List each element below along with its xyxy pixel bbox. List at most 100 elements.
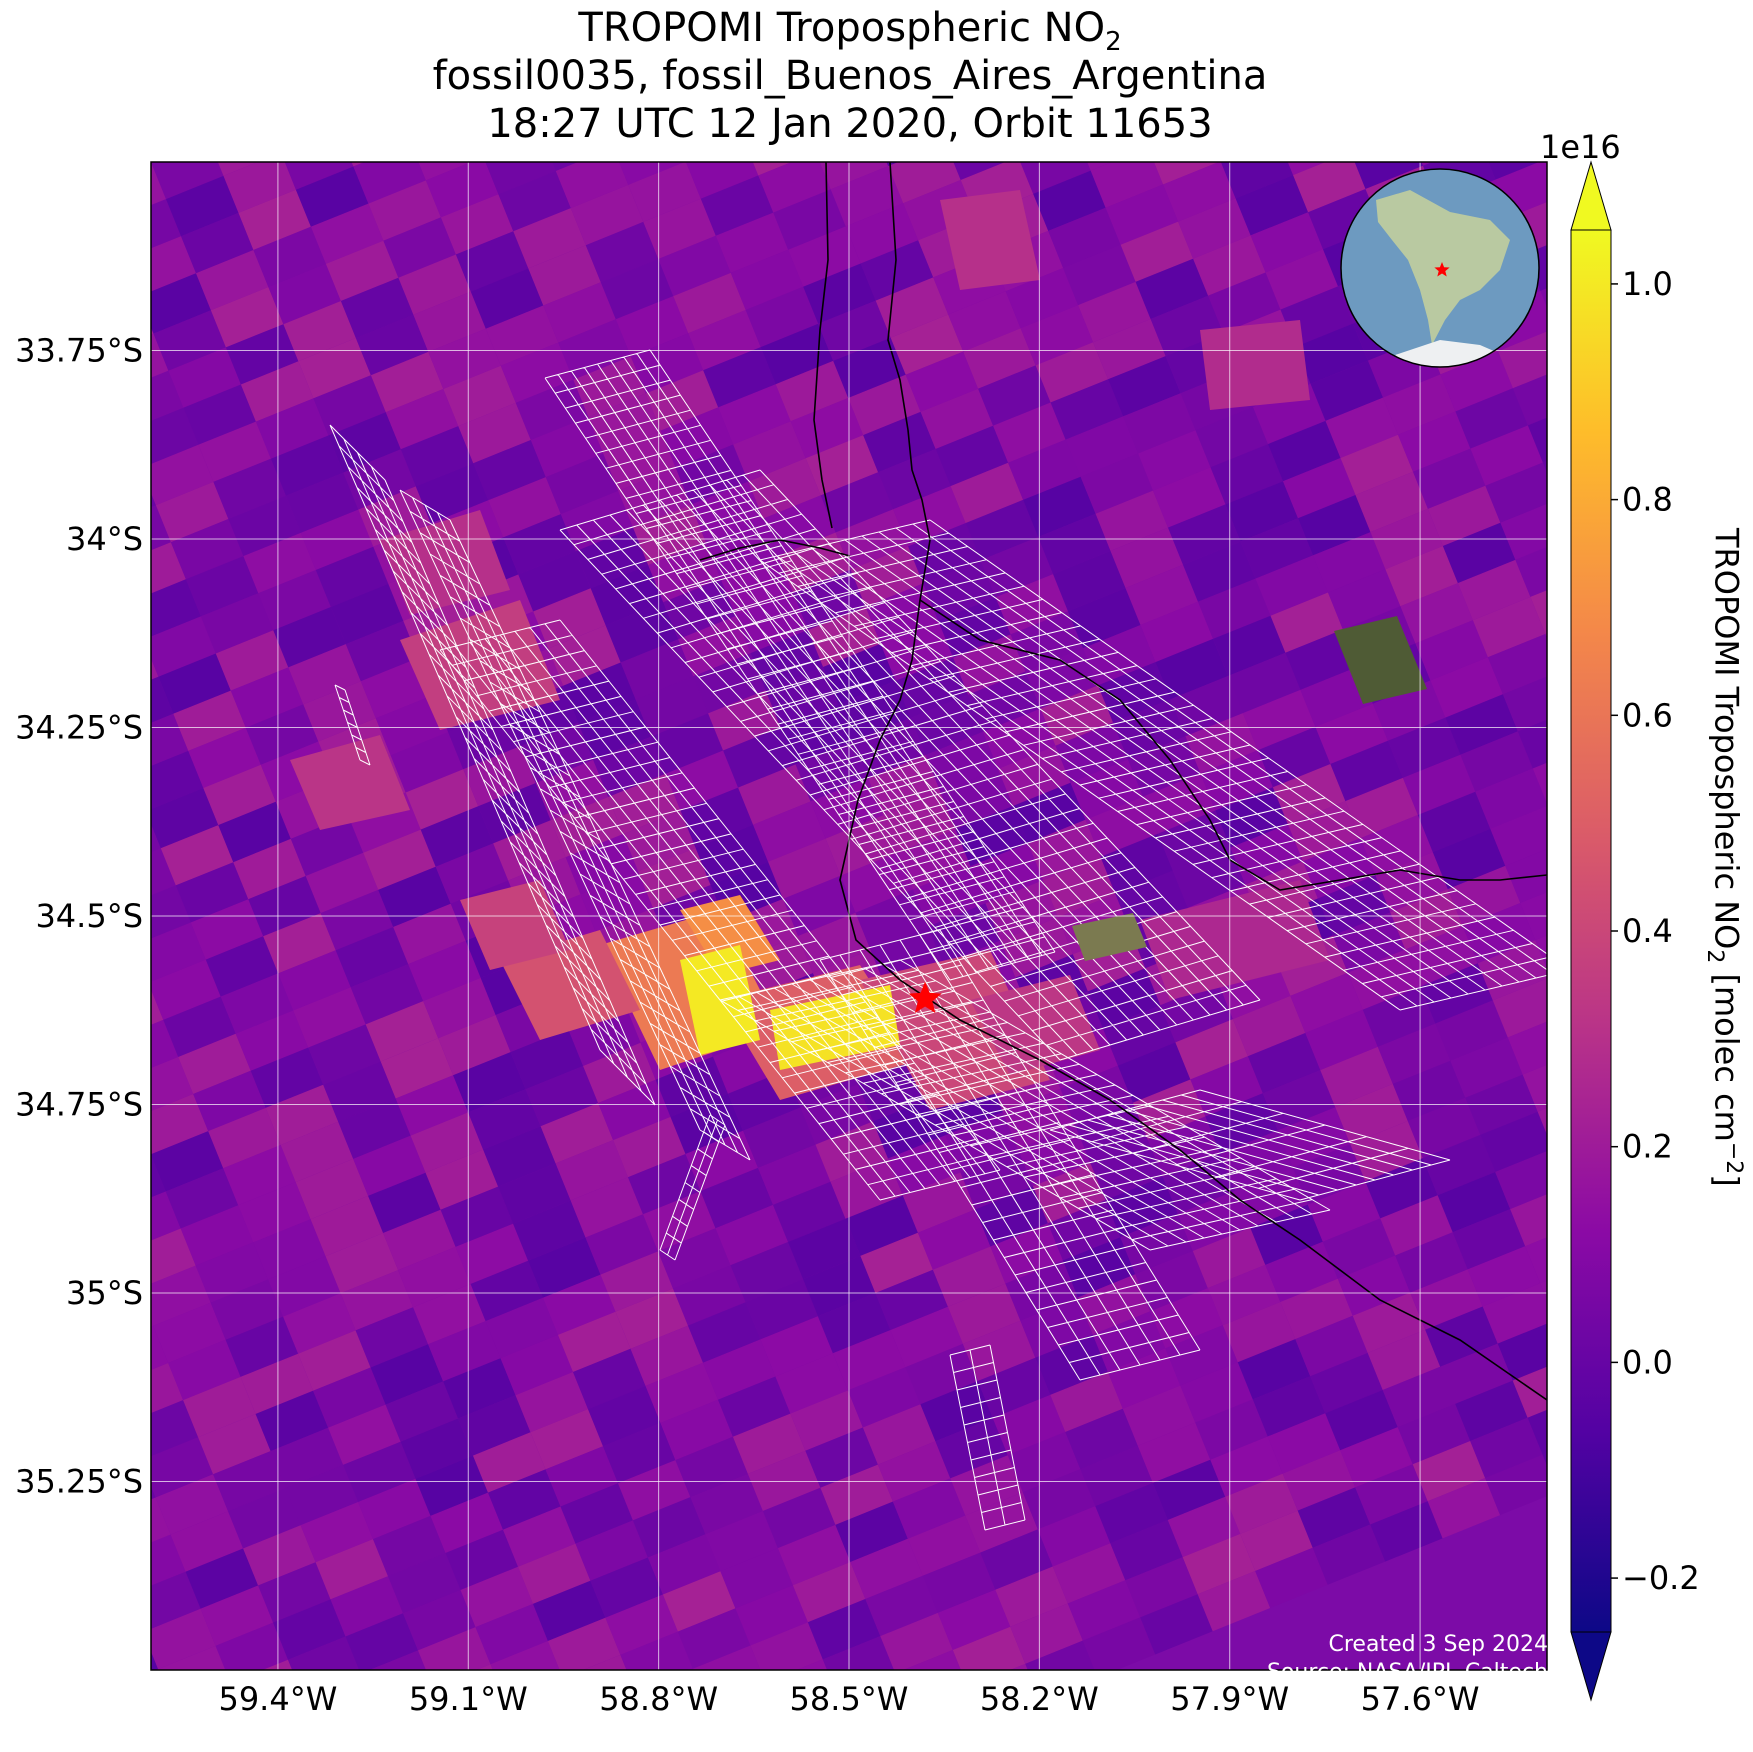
no2-pixel <box>1165 1325 1238 1386</box>
no2-pixel <box>1061 73 1134 133</box>
colorbar-tick-label: 0.4 <box>1622 912 1673 950</box>
no2-pixel <box>1540 1280 1547 1301</box>
no2-pixel <box>752 162 792 176</box>
no2-pixel <box>1065 416 1139 477</box>
no2-pixel <box>1352 1292 1426 1353</box>
no2-pixel <box>1210 444 1283 505</box>
no2-pixel <box>515 1372 588 1433</box>
no2-pixel <box>198 1414 271 1475</box>
no2-pixel <box>1067 1580 1141 1641</box>
no2-pixel <box>1268 420 1341 482</box>
no2-pixel <box>136 102 209 162</box>
no2-pixel <box>1133 87 1205 147</box>
no2-pixel <box>903 1650 961 1670</box>
no2-hotspot-layer <box>290 190 1330 1110</box>
no2-pixel <box>498 1163 571 1224</box>
graticule-lines <box>151 162 1547 1670</box>
no2-pixel <box>288 1636 360 1670</box>
latitude-tick-label: 34.75°S <box>15 1086 143 1124</box>
longitude-tick-label: 59.4°W <box>218 1680 337 1718</box>
no2-pixel <box>1492 978 1547 1038</box>
latitude-tick-label: 34.5°S <box>35 897 143 935</box>
no2-pixel <box>886 162 899 167</box>
no2-pixel <box>288 644 361 705</box>
no2-pixel <box>1480 1111 1547 1172</box>
no2-pixel <box>215 630 289 691</box>
no2-pixel <box>151 788 219 849</box>
no2-pixel <box>458 402 531 464</box>
no2-pixel <box>693 653 766 714</box>
no2-pixel <box>1490 805 1547 866</box>
no2-pixel <box>300 509 374 570</box>
no2-pixel <box>907 1515 981 1576</box>
colorbar-label-subscript: 2 <box>1701 949 1727 964</box>
no2-pixel <box>1140 1594 1213 1655</box>
no2-pixel <box>345 1613 418 1670</box>
no2-pixel <box>315 546 389 607</box>
no2-pixel <box>290 815 364 876</box>
no2-pixel <box>1542 460 1547 473</box>
no2-pixel <box>1125 1557 1198 1618</box>
no2-pixel <box>250 1047 324 1108</box>
no2-pixel <box>178 1033 251 1094</box>
no2-pixel <box>598 1079 671 1141</box>
no2-pixel <box>965 499 1039 561</box>
no2-pixel <box>1390 889 1463 950</box>
no2-pixel <box>560 1483 633 1544</box>
no2-pixel <box>773 1181 846 1242</box>
no2-pixel <box>200 593 274 654</box>
no2-pixel <box>1117 1042 1191 1103</box>
no2-pixel <box>313 1367 386 1428</box>
no2-pixel <box>940 768 1013 830</box>
no2-pixel <box>328 412 401 473</box>
no2-pixel <box>695 824 769 885</box>
no2-pixel <box>937 1589 1011 1650</box>
no2-pixel <box>980 1529 1053 1590</box>
no2-pixel <box>1087 968 1161 1029</box>
no2-pixel <box>1425 1306 1498 1367</box>
no2-pixel <box>588 1385 661 1447</box>
no2-pixel <box>605 1594 678 1655</box>
no2-pixel <box>1440 351 1513 412</box>
no2-pixel <box>308 1024 381 1085</box>
no2-pixel <box>1222 1302 1296 1363</box>
no2-pixel <box>363 829 436 890</box>
no2-pixel <box>478 783 551 844</box>
no2-pixel <box>393 903 466 965</box>
no2-pixel <box>151 1228 196 1284</box>
no2-pixel <box>1308 189 1381 250</box>
no2-pixel <box>1272 764 1346 825</box>
no2-pixel <box>151 1265 211 1326</box>
no2-pixel <box>1005 1260 1078 1321</box>
no2-pixel <box>893 486 966 547</box>
no2-pixel <box>1502 676 1547 732</box>
aerial-patch-northeast <box>1334 616 1427 704</box>
target-star-icon <box>908 981 942 1014</box>
no2-pixel <box>603 430 676 491</box>
no2-pixel <box>1075 1102 1148 1163</box>
no2-pixel <box>1025 648 1098 709</box>
no2-pixel <box>703 1339 776 1400</box>
no2-pixel <box>158 1645 226 1670</box>
no2-pixel <box>455 231 529 292</box>
no2-pixel <box>430 1492 503 1553</box>
no2-pixel <box>803 1255 876 1317</box>
no2-pixel <box>1192 1227 1266 1289</box>
no2-pixel <box>280 1121 354 1183</box>
no2-pixel <box>1603 588 1676 648</box>
no2-pixel <box>690 1473 763 1535</box>
no2-pixel <box>1505 849 1547 903</box>
no2-pixel <box>400 1418 473 1479</box>
no2-pixel <box>423 977 496 1039</box>
no2-pixel <box>748 458 821 519</box>
no2-pixel <box>835 1501 908 1562</box>
no2-pixel <box>545 1446 618 1507</box>
no2-pixel <box>1108 356 1181 417</box>
latitude-tick-label: 35.25°S <box>15 1463 143 1501</box>
no2-pixel <box>665 750 739 811</box>
no2-pixel <box>378 866 451 927</box>
no2-pixel <box>733 421 806 482</box>
no2-pixel <box>151 236 196 292</box>
no2-pixel <box>1257 726 1331 788</box>
no2-pixel <box>1020 162 1091 194</box>
